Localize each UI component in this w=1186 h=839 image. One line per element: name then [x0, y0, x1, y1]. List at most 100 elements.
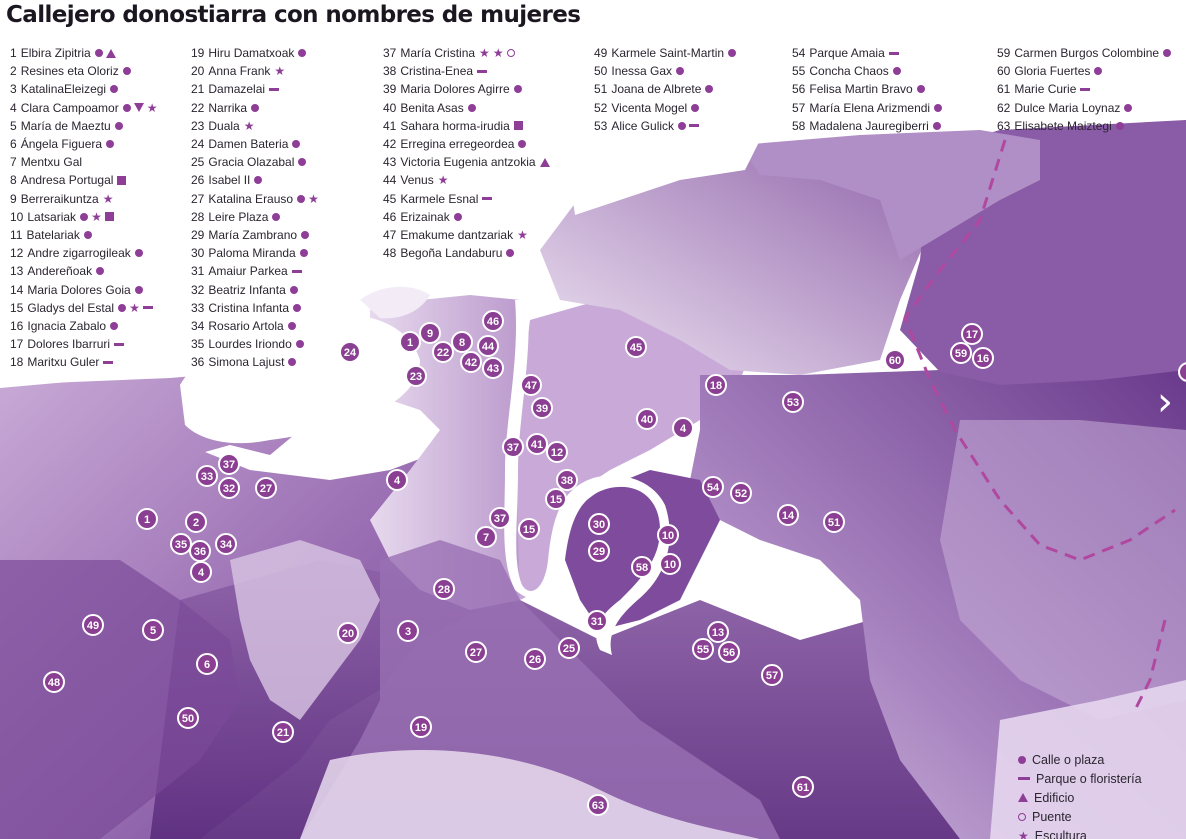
marker-circle[interactable] — [730, 482, 752, 504]
map-marker[interactable]: 25 — [558, 637, 580, 659]
map-marker[interactable]: 12 — [546, 441, 568, 463]
marker-circle[interactable] — [761, 664, 783, 686]
map-marker[interactable]: 6 — [196, 653, 218, 675]
marker-circle[interactable] — [489, 507, 511, 529]
marker-circle[interactable] — [961, 323, 983, 345]
map-marker[interactable]: 13 — [707, 621, 729, 643]
marker-circle[interactable] — [475, 526, 497, 548]
map-marker[interactable]: 37 — [489, 507, 511, 529]
map-marker[interactable]: 17 — [961, 323, 983, 345]
map-marker[interactable]: 55 — [692, 638, 714, 660]
map-marker[interactable]: 22 — [432, 341, 454, 363]
map-marker[interactable]: 38 — [556, 469, 578, 491]
map-marker[interactable]: 10 — [659, 553, 681, 575]
marker-circle[interactable] — [170, 533, 192, 555]
map-marker[interactable]: 21 — [272, 721, 294, 743]
map-marker[interactable]: 2 — [185, 511, 207, 533]
map-marker[interactable]: 61 — [792, 776, 814, 798]
map-marker[interactable]: 30 — [588, 513, 610, 535]
map-marker[interactable]: 41 — [526, 433, 548, 455]
map-marker[interactable]: 27 — [255, 477, 277, 499]
marker-circle[interactable] — [196, 653, 218, 675]
map-marker[interactable]: 15 — [518, 518, 540, 540]
marker-circle[interactable] — [707, 621, 729, 643]
marker-circle[interactable] — [588, 540, 610, 562]
marker-circle[interactable] — [524, 648, 546, 670]
map-marker[interactable]: 14 — [777, 504, 799, 526]
map-marker[interactable]: 31 — [586, 610, 608, 632]
marker-circle[interactable] — [823, 511, 845, 533]
map-marker[interactable]: 4 — [386, 469, 408, 491]
marker-circle[interactable] — [451, 331, 473, 353]
marker-circle[interactable] — [657, 524, 679, 546]
map-marker[interactable]: 39 — [531, 397, 553, 419]
marker-circle[interactable] — [631, 556, 653, 578]
marker-circle[interactable] — [520, 374, 542, 396]
map-marker[interactable]: 1 — [399, 331, 421, 353]
map-marker[interactable]: 23 — [405, 365, 427, 387]
map-marker[interactable]: 56 — [718, 641, 740, 663]
map-marker[interactable]: 59 — [950, 342, 972, 364]
marker-circle[interactable] — [419, 322, 441, 344]
map-marker[interactable]: 3 — [397, 620, 419, 642]
marker-circle[interactable] — [792, 776, 814, 798]
map-marker[interactable]: 53 — [782, 391, 804, 413]
map-marker[interactable]: 45 — [625, 336, 647, 358]
marker-circle[interactable] — [432, 341, 454, 363]
map-marker[interactable]: 44 — [477, 335, 499, 357]
map-marker[interactable]: 26 — [524, 648, 546, 670]
map-marker[interactable]: 19 — [410, 716, 432, 738]
map-marker[interactable]: 33 — [196, 465, 218, 487]
map-marker[interactable]: 57 — [761, 664, 783, 686]
map-marker[interactable]: 7 — [475, 526, 497, 548]
marker-circle[interactable] — [625, 336, 647, 358]
map-marker[interactable]: 51 — [823, 511, 845, 533]
marker-circle[interactable] — [672, 417, 694, 439]
map-marker[interactable]: 37 — [218, 453, 240, 475]
marker-circle[interactable] — [518, 518, 540, 540]
map-marker[interactable]: 20 — [337, 622, 359, 644]
marker-circle[interactable] — [190, 561, 212, 583]
marker-circle[interactable] — [43, 671, 65, 693]
map-marker[interactable]: 29 — [588, 540, 610, 562]
marker-circle[interactable] — [531, 397, 553, 419]
map-marker[interactable]: 10 — [657, 524, 679, 546]
map-marker[interactable]: 49 — [82, 614, 104, 636]
marker-circle[interactable] — [405, 365, 427, 387]
marker-circle[interactable] — [705, 374, 727, 396]
marker-circle[interactable] — [272, 721, 294, 743]
map-marker[interactable]: 36 — [189, 540, 211, 562]
map-marker[interactable]: 5 — [142, 619, 164, 641]
map-marker[interactable]: 4 — [190, 561, 212, 583]
marker-circle[interactable] — [950, 342, 972, 364]
map-marker[interactable]: 28 — [433, 578, 455, 600]
map-marker[interactable]: 4 — [672, 417, 694, 439]
map-marker[interactable]: 18 — [705, 374, 727, 396]
marker-circle[interactable] — [482, 310, 504, 332]
map-marker[interactable]: 8 — [451, 331, 473, 353]
marker-circle[interactable] — [718, 641, 740, 663]
marker-circle[interactable] — [777, 504, 799, 526]
marker-circle[interactable] — [588, 513, 610, 535]
map-marker[interactable]: 47 — [520, 374, 542, 396]
marker-circle[interactable] — [587, 794, 609, 816]
marker-circle[interactable] — [702, 476, 724, 498]
marker-circle[interactable] — [189, 540, 211, 562]
marker-circle[interactable] — [339, 341, 361, 363]
map-marker[interactable]: 16 — [972, 347, 994, 369]
map-marker[interactable]: 42 — [460, 351, 482, 373]
marker-circle[interactable] — [142, 619, 164, 641]
map-marker[interactable]: 35 — [170, 533, 192, 555]
map-marker[interactable]: 54 — [702, 476, 724, 498]
map-marker[interactable]: 37 — [502, 436, 524, 458]
marker-circle[interactable] — [556, 469, 578, 491]
map-marker[interactable]: 24 — [339, 341, 361, 363]
marker-circle[interactable] — [255, 477, 277, 499]
map-marker[interactable]: 15 — [545, 488, 567, 510]
marker-circle[interactable] — [502, 436, 524, 458]
marker-circle[interactable] — [636, 408, 658, 430]
marker-circle[interactable] — [433, 578, 455, 600]
marker-circle[interactable] — [82, 614, 104, 636]
next-arrow-icon[interactable]: › — [1157, 379, 1173, 425]
marker-circle[interactable] — [782, 391, 804, 413]
